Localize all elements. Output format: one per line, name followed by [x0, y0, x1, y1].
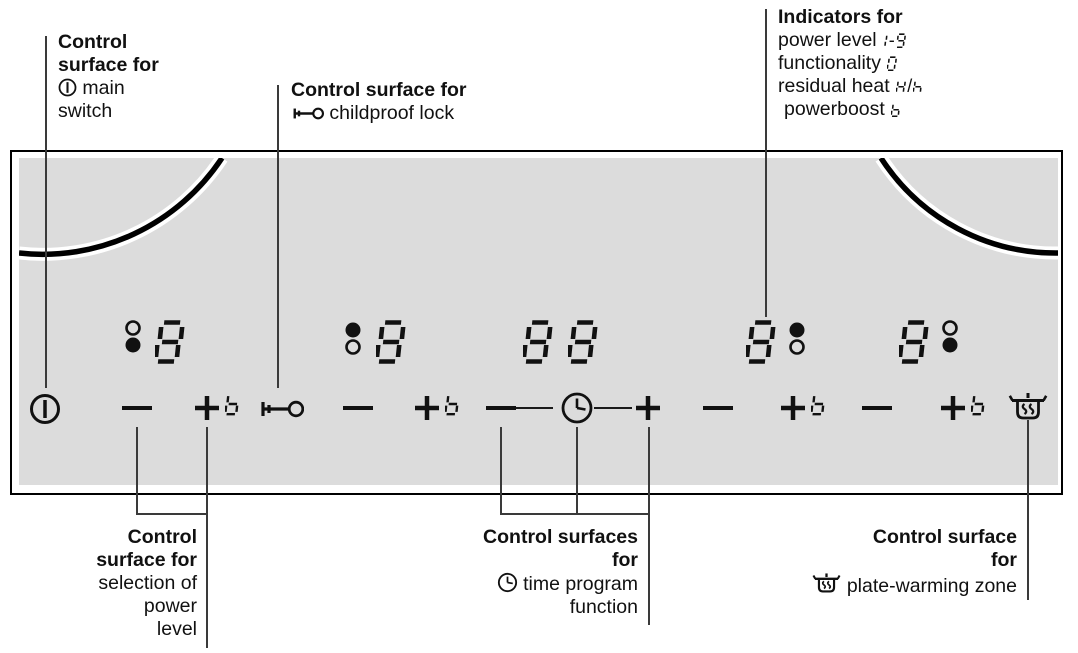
callout-main-switch: Control surface for main switch	[58, 31, 159, 123]
indicator-label: functionality	[778, 52, 881, 74]
callout-heading: Control	[127, 526, 197, 548]
callout-power-level: Control surface for selection of power l…	[37, 526, 197, 641]
callout-timer: Control surfaces for time program functi…	[420, 526, 638, 619]
callout-heading: for	[991, 549, 1017, 571]
indicator-symbol	[890, 98, 902, 120]
leader-timer-minus	[500, 427, 502, 514]
zone1-indicator-dots	[125, 320, 141, 353]
plate-warming-icon	[812, 573, 841, 593]
cooking-zone-arcs	[19, 158, 1058, 261]
callout-heading: Control surfaces	[483, 526, 638, 548]
boost-glyph	[810, 392, 827, 421]
zone3-plus-boost-symbol	[780, 395, 827, 421]
zone2-plus-boost-symbol	[414, 395, 461, 421]
timer-connector-line	[594, 407, 632, 410]
boost-glyph	[444, 392, 461, 421]
callout-indicators: Indicators for power level - functionali…	[778, 6, 924, 121]
callout-body: time program	[523, 573, 638, 595]
zone1-minus-symbol	[122, 406, 152, 410]
plate-warming-symbol	[1008, 393, 1048, 420]
zone4-plus-boost-symbol	[940, 395, 987, 421]
childproof-lock-symbol	[261, 400, 304, 418]
zone3-minus-symbol	[703, 406, 733, 410]
callout-body: switch	[58, 100, 113, 122]
plus-icon	[781, 396, 805, 420]
callout-body: power	[143, 595, 197, 617]
callout-heading: Control	[58, 31, 128, 53]
zone4-display	[899, 319, 929, 365]
callout-body: function	[569, 596, 638, 618]
plus-icon	[195, 396, 219, 420]
main-switch-icon	[58, 78, 77, 97]
childproof-lock-icon	[293, 107, 324, 120]
plus-icon	[415, 396, 439, 420]
timer-plus-symbol	[636, 396, 660, 420]
callout-childproof: Control surface for childproof lock	[291, 79, 467, 125]
leader-timer-plus	[648, 427, 650, 625]
zone2-minus-symbol	[343, 406, 373, 410]
leader-timer-clock	[576, 427, 578, 514]
callout-heading: for	[612, 549, 638, 571]
timer-minus-symbol	[486, 406, 516, 410]
leader-power-plus	[206, 427, 208, 648]
zone3-indicator-dots	[789, 322, 805, 355]
indicator-row: functionality	[778, 52, 924, 75]
leader-power-connector	[136, 513, 207, 515]
callout-body: plate-warming zone	[846, 575, 1017, 597]
zone2-display	[376, 319, 406, 365]
leader-indicators	[765, 9, 767, 317]
callout-body: main	[82, 77, 125, 99]
zone2-indicator-dots	[345, 322, 361, 355]
zone1-display	[155, 319, 185, 365]
zone4-indicator-dots	[942, 320, 958, 353]
timer-display	[523, 319, 598, 365]
leader-plate-warming	[1027, 420, 1029, 600]
callout-heading: Control surface	[872, 526, 1017, 548]
zone4-minus-symbol	[862, 406, 892, 410]
callout-heading: Control surface for	[291, 79, 467, 101]
callout-heading: Indicators for	[778, 6, 903, 28]
indicator-label: powerboost	[784, 98, 885, 120]
indicator-row: powerboost	[778, 98, 924, 121]
main-switch-symbol	[30, 394, 60, 424]
indicator-row: residual heat /	[778, 75, 924, 98]
control-panel	[10, 150, 1063, 495]
leader-timer-connector	[500, 513, 649, 515]
indicator-label: residual heat	[778, 75, 890, 97]
callout-heading: surface for	[58, 54, 159, 76]
boost-glyph	[970, 392, 987, 421]
zone3-display	[746, 319, 776, 365]
timer-clock-icon	[497, 572, 517, 593]
indicator-symbol: -	[884, 30, 906, 50]
timer-clock-symbol	[561, 392, 593, 424]
indicator-row: power level -	[778, 29, 924, 52]
callout-body: selection of	[98, 572, 197, 594]
indicator-label: power level	[778, 29, 877, 51]
callout-body: childproof lock	[329, 102, 455, 124]
callout-body: level	[156, 618, 197, 640]
callout-heading: surface for	[96, 549, 197, 571]
plus-icon	[941, 396, 965, 420]
leader-childproof	[277, 85, 279, 388]
leader-main-switch	[45, 36, 47, 388]
callout-plate-warming: Control surface for plate-warming zone	[690, 526, 1017, 598]
zone1-plus-boost-symbol	[194, 395, 241, 421]
timer-connector-line	[516, 407, 553, 410]
leader-power-minus	[136, 427, 138, 514]
indicator-symbol	[886, 52, 898, 74]
boost-glyph	[224, 392, 241, 421]
indicator-symbol: /	[895, 76, 922, 96]
